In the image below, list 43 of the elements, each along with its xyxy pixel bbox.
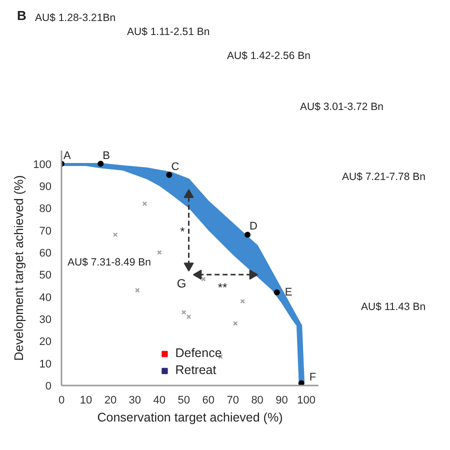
text: AU$ 3.01-3.72 Bn bbox=[300, 101, 384, 114]
y-axis-title: Development target achieved (%) bbox=[12, 175, 26, 361]
x-tick-label: 20 bbox=[104, 394, 117, 406]
y-tick-label: 90 bbox=[39, 180, 52, 193]
x-tick-label: 10 bbox=[80, 394, 92, 406]
legend-label: Defence bbox=[175, 346, 222, 360]
y-tick-label: 20 bbox=[39, 336, 52, 348]
x-tick-label: 90 bbox=[276, 394, 288, 406]
text: AU$ 1.28-3.21Bn bbox=[35, 12, 116, 25]
y-tick-label: 60 bbox=[39, 247, 52, 260]
text: AU$ 1.11-2.51 Bn bbox=[127, 26, 210, 39]
text: B bbox=[17, 8, 26, 24]
x-tick-label: 70 bbox=[226, 394, 239, 406]
annotation: C bbox=[171, 160, 180, 173]
x-tick-label: 80 bbox=[251, 394, 264, 406]
annotation: G bbox=[176, 276, 186, 290]
annotation: AU$ 7.31-8.49 Bn bbox=[68, 256, 152, 268]
annotation: F bbox=[309, 371, 316, 384]
text: AU$ 1.42-2.56 Bn bbox=[227, 50, 310, 63]
annotation: * bbox=[180, 224, 186, 238]
legend-label: Retreat bbox=[175, 363, 216, 377]
x-tick-label: 100 bbox=[297, 394, 316, 406]
x-tick-label: 0 bbox=[58, 394, 65, 406]
x-tick-label: 30 bbox=[128, 394, 142, 406]
x-axis-title: Conservation target achieved (%) bbox=[97, 410, 283, 424]
annotation: B bbox=[102, 150, 110, 162]
annotation: E bbox=[284, 286, 292, 298]
x-tick-label: 50 bbox=[178, 394, 190, 406]
y-tick-label: 100 bbox=[33, 158, 52, 171]
x-tick-label: 40 bbox=[153, 394, 166, 406]
text: AU$ 7.21-7.78 Bn bbox=[342, 171, 426, 184]
annotation: D bbox=[250, 220, 258, 233]
x-tick-label: 60 bbox=[202, 394, 214, 406]
y-tick-label: 70 bbox=[39, 225, 52, 238]
y-tick-label: 80 bbox=[39, 203, 52, 216]
y-tick-label: 0 bbox=[45, 380, 52, 392]
text: AU$ 11.43 Bn bbox=[361, 301, 426, 314]
y-tick-label: 40 bbox=[39, 292, 52, 304]
annotation: A bbox=[64, 150, 72, 162]
y-tick-label: 50 bbox=[39, 270, 52, 282]
y-tick-label: 30 bbox=[39, 314, 52, 326]
y-tick-label: 10 bbox=[39, 358, 52, 370]
annotation: ** bbox=[218, 280, 228, 294]
